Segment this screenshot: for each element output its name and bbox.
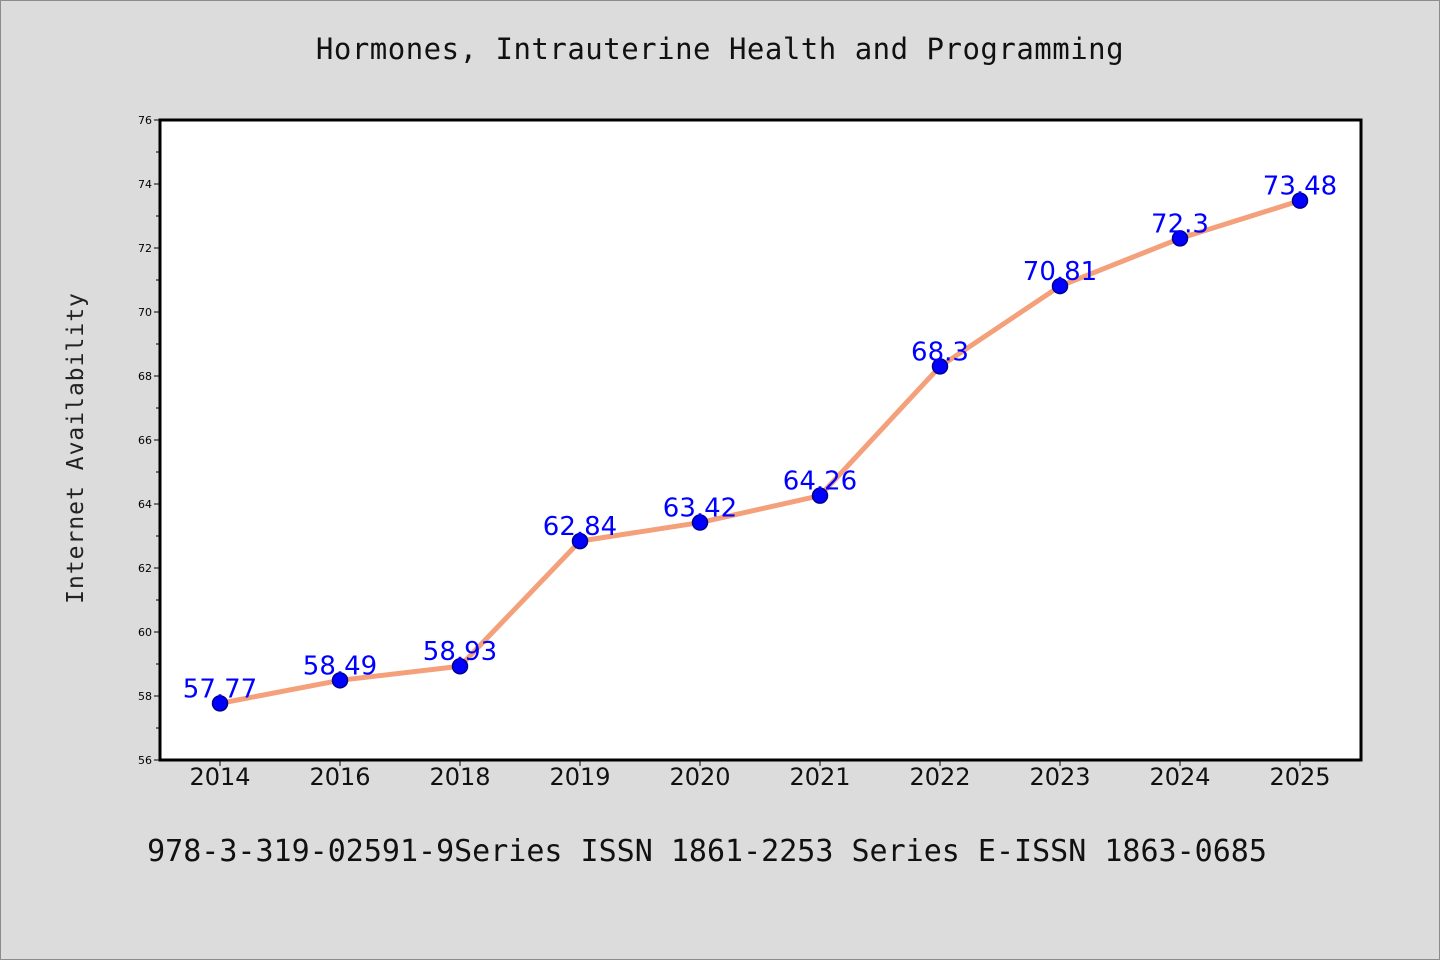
y-tick-label: 70	[138, 306, 152, 319]
data-point	[691, 514, 709, 531]
y-tick-label: 58	[138, 690, 152, 703]
chart-title: Hormones, Intrauterine Health and Progra…	[315, 32, 1125, 66]
data-point	[1171, 230, 1189, 247]
data-label: 73.48	[1263, 172, 1337, 202]
data-label: 64.26	[783, 467, 857, 497]
y-tick-label: 60	[138, 626, 152, 639]
x-tick-label: 2016	[309, 763, 370, 791]
y-axis: 56 58 60 62 64 66 68 70 72 74 76	[138, 114, 160, 767]
x-axis: 2014 2016 2018 2019 2020 2021 2022 2023 2024 2025	[189, 760, 1331, 791]
y-tick-label: 66	[138, 434, 152, 447]
y-tick-label: 72	[138, 242, 152, 255]
series-line	[217, 198, 1303, 706]
data-label: 57.77	[183, 674, 257, 704]
y-tick-label: 56	[138, 754, 152, 767]
data-label: 68.3	[911, 337, 969, 367]
x-tick-label: 2014	[189, 763, 250, 791]
x-tick-label: 2019	[549, 763, 610, 791]
series-layer: 57.77 58.49 58.93 62.84 63.42 64.26 68.3 70.81 7…	[183, 172, 1337, 712]
data-point	[1291, 192, 1309, 209]
y-tick-label: 68	[138, 370, 152, 383]
footer-note: 978-3-319-02591-9Series ISSN 1861-2253 S…	[147, 834, 1267, 869]
data-point	[1051, 277, 1069, 295]
data-point	[811, 487, 829, 504]
x-tick-label: 2023	[1029, 763, 1090, 791]
data-point	[331, 672, 349, 689]
x-tick-label: 2020	[669, 763, 730, 791]
data-label: 63.42	[663, 494, 737, 524]
data-label: 58.49	[303, 651, 377, 681]
y-tick-label: 76	[138, 114, 152, 127]
y-tick-label: 64	[138, 498, 152, 511]
y-tick-label: 62	[138, 562, 152, 575]
data-label: 72.3	[1151, 209, 1209, 239]
data-point	[571, 532, 589, 550]
data-point	[451, 657, 469, 675]
x-tick-label: 2025	[1269, 763, 1330, 791]
plot-area	[158, 118, 1363, 762]
x-tick-label: 2024	[1149, 763, 1210, 791]
x-tick-label: 2022	[909, 763, 970, 791]
x-tick-label: 2018	[429, 763, 490, 791]
x-tick-label: 2021	[789, 763, 850, 791]
y-tick-label: 74	[138, 178, 152, 191]
data-label: 58.93	[423, 637, 497, 667]
data-point	[211, 695, 229, 712]
data-label: 62.84	[543, 512, 617, 542]
data-point	[931, 358, 949, 375]
data-label: 70.81	[1023, 257, 1097, 287]
